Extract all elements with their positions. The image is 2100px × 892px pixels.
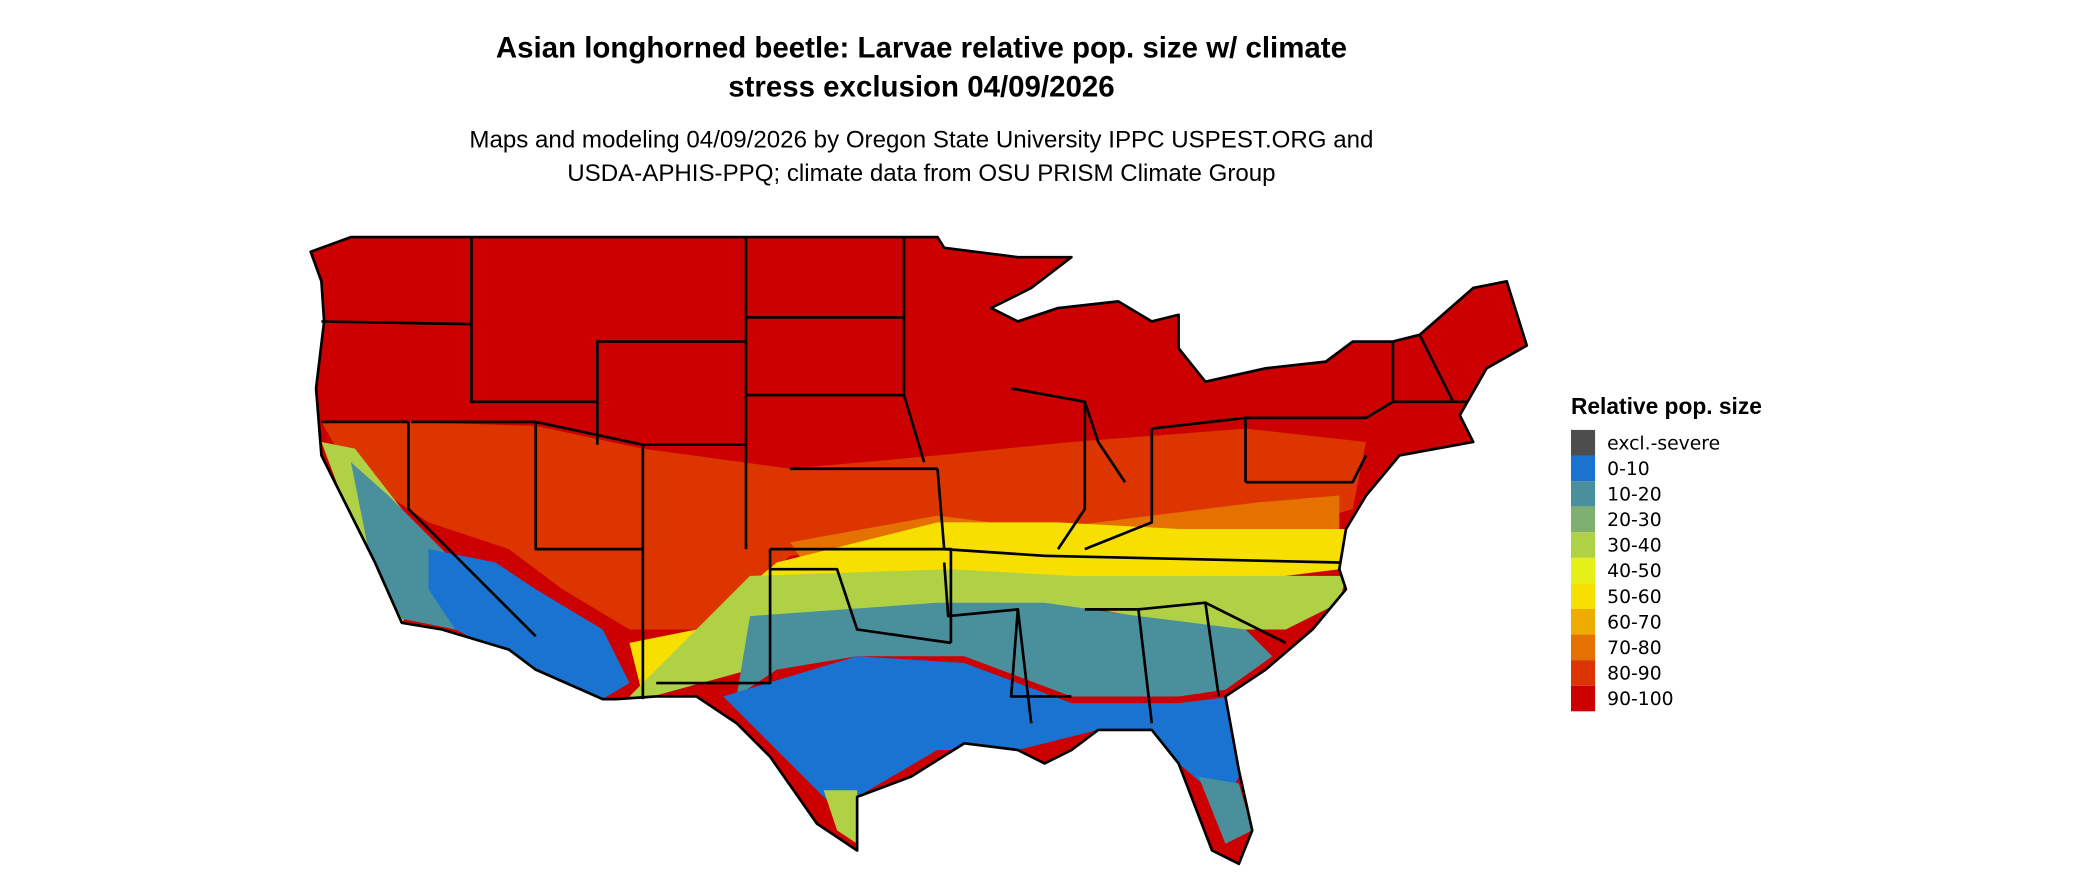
legend-swatch	[1570, 481, 1596, 507]
zone-50-60	[629, 522, 1346, 697]
legend-label: 90-100	[1607, 689, 1673, 710]
legend-label: 20-30	[1607, 510, 1661, 531]
map-subtitle-line2: USDA-APHIS-PPQ; climate data from OSU PR…	[567, 160, 1275, 187]
legend-title: Relative pop. size	[1571, 393, 1762, 419]
zone-10-20	[736, 602, 1273, 697]
legend-swatch	[1570, 455, 1596, 482]
state-lines-east	[1016, 334, 1467, 724]
zone-0-10	[723, 656, 1239, 804]
legend-label: 40-50	[1607, 561, 1661, 582]
legend-swatch	[1570, 660, 1596, 686]
map-title-line1: Asian longhorned beetle: Larvae relative…	[496, 32, 1347, 65]
legend-label: 60-70	[1607, 612, 1661, 633]
legend-swatch	[1570, 608, 1596, 635]
state-lines-west	[321, 237, 748, 700]
map-title-line2: stress exclusion 04/09/2026	[728, 70, 1114, 103]
state-borders	[309, 235, 1529, 866]
legend-label: 50-60	[1607, 587, 1661, 608]
map-subtitle-line1: Maps and modeling 04/09/2026 by Oregon S…	[469, 126, 1373, 153]
state-lines-central	[656, 237, 1127, 698]
legend-label: 30-40	[1607, 536, 1661, 557]
legend-label: 80-90	[1607, 664, 1661, 685]
legend-swatch	[1570, 634, 1596, 661]
legend-label: excl.-severe	[1607, 433, 1720, 454]
legend-swatch	[1570, 557, 1596, 584]
legend-label: 70-80	[1607, 638, 1661, 659]
zone-80-90	[321, 421, 1367, 630]
zone-fl-10-20	[1198, 776, 1253, 844]
zone-tx-30-40	[823, 790, 858, 844]
zone-30-40	[629, 569, 1346, 700]
legend-swatch	[1570, 583, 1596, 609]
legend: excl.-severe 0-10 10-20 20-30 30-40 40-50 50-6…	[1570, 429, 1720, 712]
legend-swatch	[1570, 685, 1596, 712]
legend-swatch	[1570, 506, 1596, 533]
legend-swatch	[1570, 532, 1596, 558]
legend-label: 0-10	[1607, 459, 1650, 480]
zone-sw-0-10	[428, 549, 630, 700]
legend-label: 10-20	[1607, 485, 1661, 506]
legend-swatch	[1570, 429, 1596, 456]
